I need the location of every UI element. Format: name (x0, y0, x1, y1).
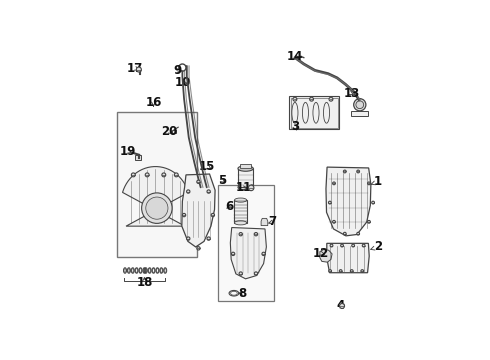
Polygon shape (327, 243, 369, 273)
Text: 5: 5 (218, 174, 226, 187)
Circle shape (187, 237, 190, 240)
Circle shape (357, 232, 360, 235)
Circle shape (162, 173, 166, 177)
Circle shape (211, 213, 215, 217)
Ellipse shape (235, 221, 246, 225)
Bar (238, 168, 253, 187)
Circle shape (356, 101, 364, 109)
Text: 20: 20 (161, 125, 177, 138)
Bar (291, 98, 338, 128)
Ellipse shape (235, 198, 246, 202)
Circle shape (239, 272, 243, 275)
Circle shape (329, 270, 332, 273)
Circle shape (350, 270, 353, 273)
Circle shape (248, 185, 254, 191)
Polygon shape (320, 249, 332, 262)
Circle shape (354, 99, 366, 111)
Circle shape (310, 97, 314, 101)
Circle shape (340, 303, 344, 309)
Circle shape (182, 213, 186, 217)
Circle shape (254, 272, 258, 275)
Text: 16: 16 (146, 96, 162, 109)
Text: 1: 1 (371, 175, 382, 188)
Circle shape (239, 233, 243, 236)
Circle shape (352, 244, 355, 247)
Circle shape (328, 201, 331, 204)
Circle shape (343, 170, 346, 173)
Circle shape (142, 193, 172, 223)
Circle shape (187, 190, 190, 193)
Bar (351, 111, 368, 116)
Circle shape (293, 97, 297, 101)
Circle shape (333, 220, 335, 223)
Text: 19: 19 (120, 145, 136, 158)
Circle shape (207, 190, 210, 193)
Circle shape (368, 182, 370, 185)
Bar (135, 156, 141, 161)
Circle shape (339, 270, 342, 273)
Circle shape (146, 197, 168, 219)
Circle shape (131, 173, 135, 177)
Bar (172, 130, 176, 133)
Ellipse shape (238, 166, 253, 171)
Circle shape (254, 233, 258, 236)
Circle shape (197, 180, 200, 184)
Text: 11: 11 (235, 181, 251, 194)
Circle shape (372, 201, 374, 204)
Text: 9: 9 (174, 64, 182, 77)
Polygon shape (122, 167, 189, 226)
Circle shape (361, 270, 364, 273)
Bar (235, 200, 246, 223)
Text: 4: 4 (336, 300, 344, 312)
Text: 7: 7 (269, 216, 277, 229)
Text: 12: 12 (313, 247, 329, 260)
Bar (219, 185, 274, 301)
Polygon shape (261, 219, 268, 226)
Polygon shape (182, 174, 215, 247)
Circle shape (145, 173, 149, 177)
Polygon shape (326, 167, 371, 236)
Circle shape (333, 182, 335, 185)
Circle shape (136, 67, 141, 72)
Bar (240, 164, 251, 168)
Text: 8: 8 (239, 287, 247, 300)
Circle shape (329, 97, 333, 101)
Circle shape (231, 252, 235, 256)
Ellipse shape (238, 185, 253, 190)
Text: 6: 6 (225, 200, 233, 213)
Circle shape (174, 173, 178, 177)
Circle shape (197, 247, 200, 250)
Circle shape (357, 170, 360, 173)
Circle shape (341, 244, 343, 247)
Circle shape (368, 220, 370, 223)
Bar (117, 112, 197, 257)
Circle shape (330, 244, 333, 247)
Text: 14: 14 (287, 50, 303, 63)
Circle shape (362, 244, 365, 247)
Circle shape (207, 237, 210, 240)
Polygon shape (230, 228, 267, 279)
Text: 3: 3 (291, 120, 299, 134)
Text: 2: 2 (370, 240, 382, 253)
Text: 18: 18 (136, 276, 152, 289)
Circle shape (343, 232, 346, 235)
Text: 15: 15 (199, 160, 216, 173)
Circle shape (262, 252, 265, 256)
Text: 13: 13 (343, 87, 360, 100)
Text: 17: 17 (126, 62, 143, 75)
Bar (290, 96, 339, 129)
Text: 10: 10 (175, 76, 191, 89)
